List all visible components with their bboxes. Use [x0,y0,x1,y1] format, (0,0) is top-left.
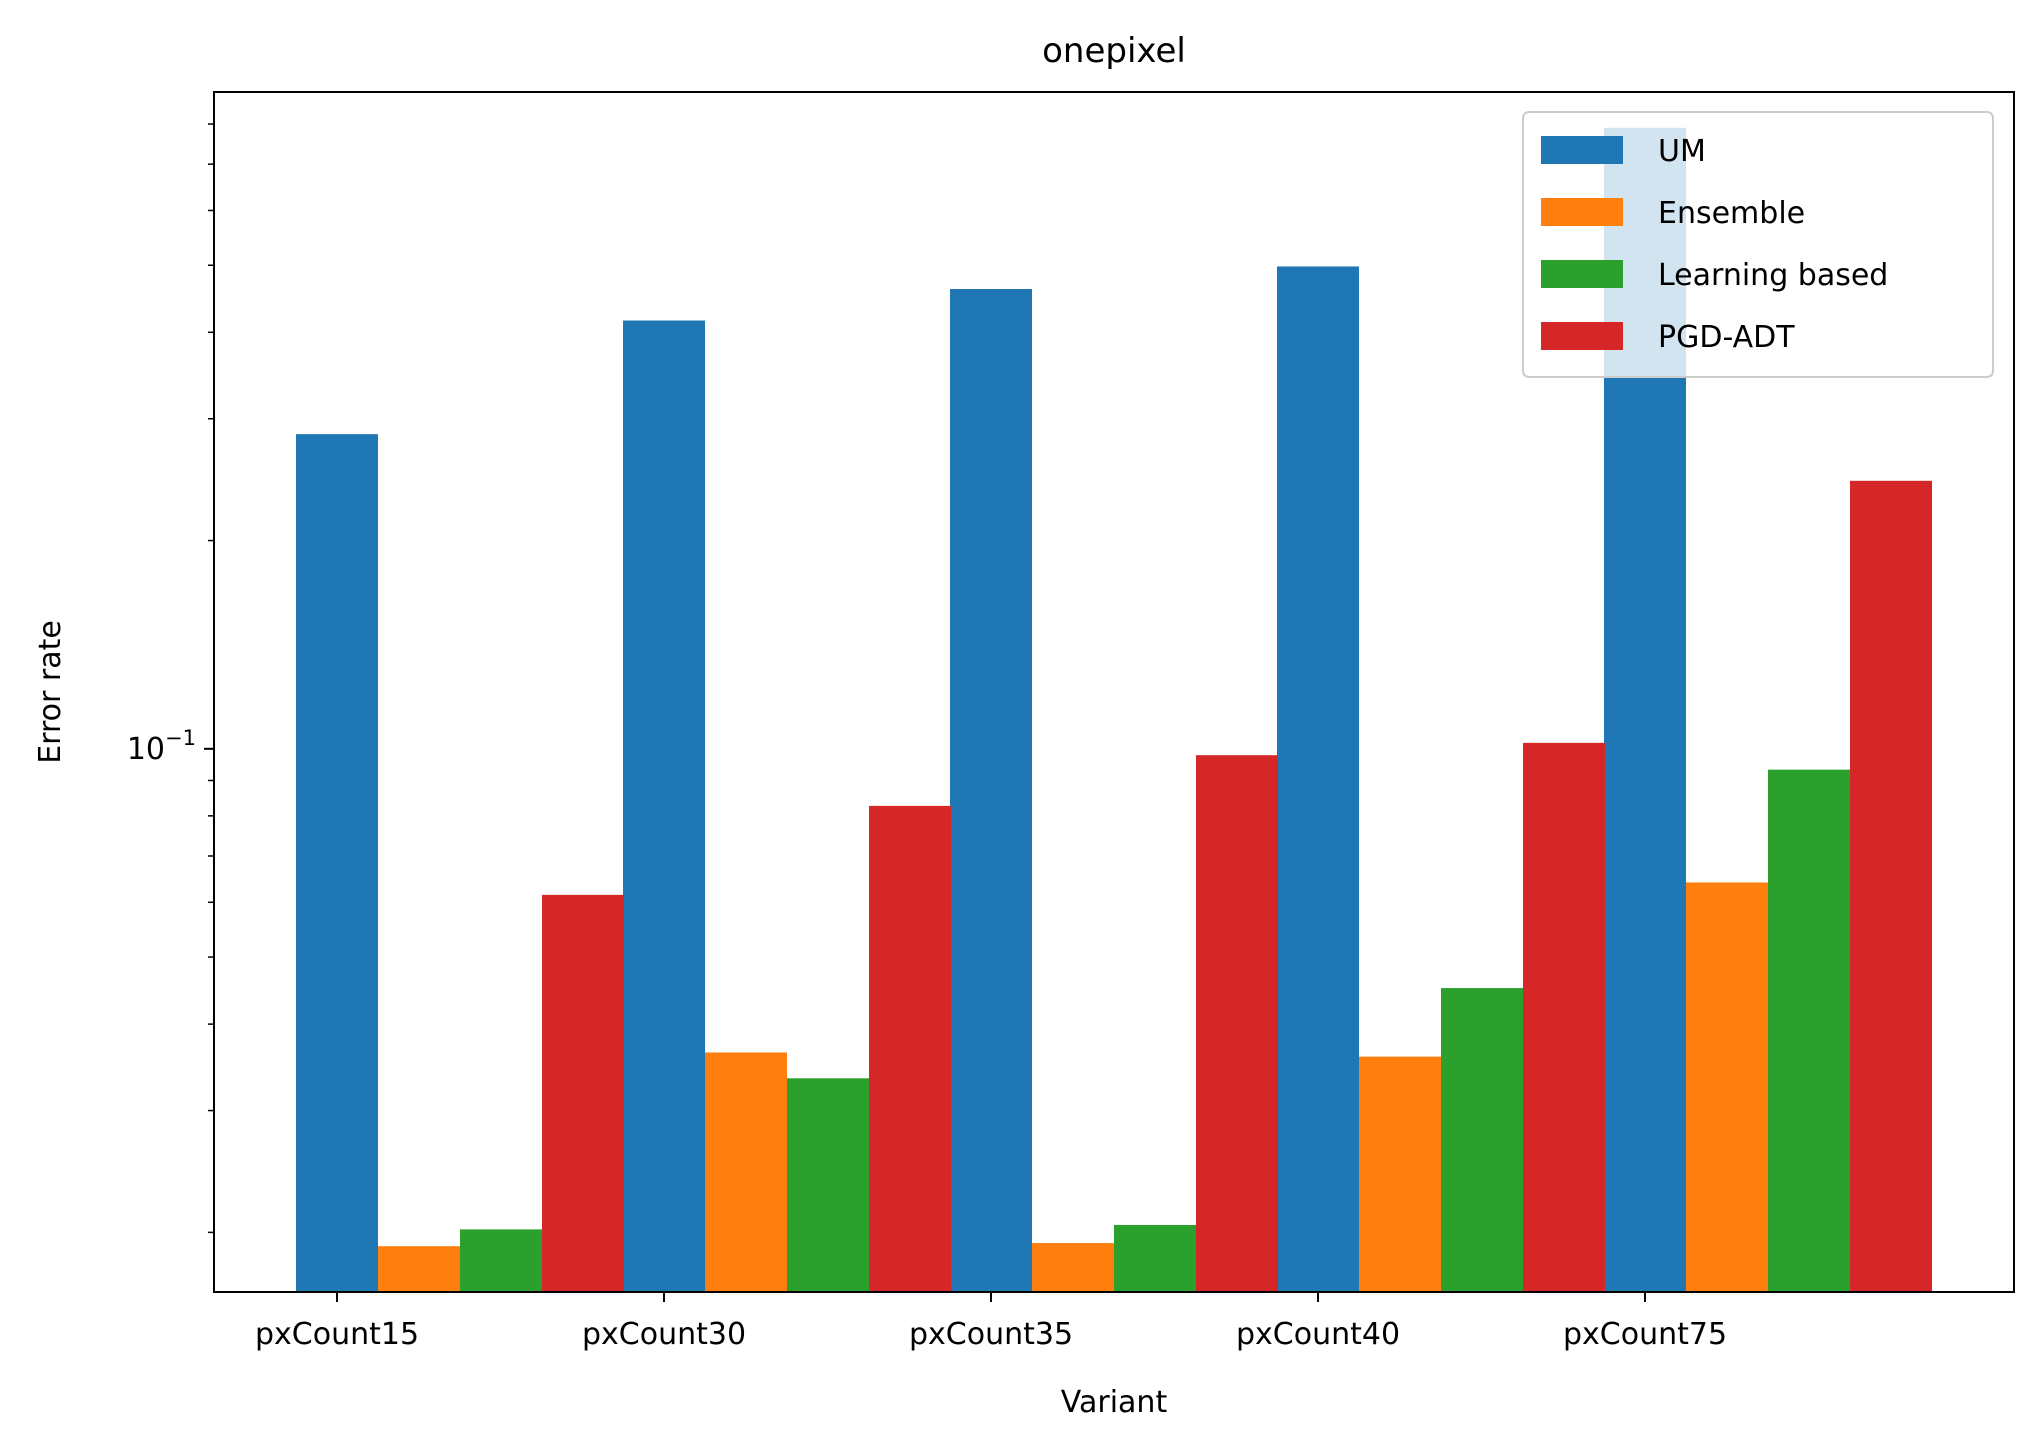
bar-pgd-adt-pxcount30 [869,805,951,1292]
bar-learning-based-pxcount75 [1768,769,1850,1292]
y-tick-label: 10−1 [127,726,196,767]
plot-frame [213,91,2015,1293]
bar-pgd-adt-pxcount40 [1523,742,1605,1292]
bar-ensemble-pxcount35 [1032,1243,1114,1292]
bar-um-pxcount40 [1277,266,1359,1293]
legend-swatch-learning-based [1541,260,1623,288]
x-tick-label-pxcount75: pxCount75 [1563,1317,1727,1352]
bar-learning-based-pxcount30 [787,1078,869,1292]
bar-learning-based-pxcount35 [1114,1224,1196,1292]
legend-swatch-pgd-adt [1541,322,1623,350]
bar-um-pxcount30 [623,320,705,1292]
bar-ensemble-pxcount75 [1686,882,1768,1292]
legend-label-um: UM [1658,134,1706,169]
bar-pgd-adt-pxcount15 [542,894,624,1292]
bar-learning-based-pxcount40 [1441,988,1523,1292]
bars-layer [296,127,1932,1293]
bar-pgd-adt-pxcount75 [1850,480,1932,1292]
x-tick-label-pxcount35: pxCount35 [909,1317,1073,1352]
legend-label-learning-based: Learning based [1658,258,1888,293]
bar-pgd-adt-pxcount35 [1196,755,1278,1292]
y-axis-label: Error rate [33,620,68,764]
legend: UM Ensemble Learning based PGD-ADT [1522,111,1994,378]
bar-um-pxcount35 [950,289,1032,1292]
bar-ensemble-pxcount15 [378,1246,460,1292]
x-tick-label-pxcount40: pxCount40 [1236,1317,1400,1352]
legend-swatch-um [1541,136,1623,164]
bar-ensemble-pxcount30 [705,1052,787,1292]
ticks-layer: pxCount15 pxCount30 pxCount35 pxCount40 pxCo… [127,123,1727,1352]
legend-swatch-ensemble [1541,198,1623,226]
x-axis-label: Variant [1061,1385,1168,1420]
x-tick-label-pxcount15: pxCount15 [255,1317,419,1352]
legend-box [1522,111,1994,378]
legend-label-ensemble: Ensemble [1658,196,1805,231]
bar-ensemble-pxcount40 [1359,1056,1441,1292]
legend-label-pgd-adt: PGD-ADT [1658,320,1795,355]
bar-learning-based-pxcount15 [460,1229,542,1292]
bar-um-pxcount15 [296,434,378,1292]
x-tick-label-pxcount30: pxCount30 [582,1317,746,1352]
chart-title: onepixel [1042,31,1186,71]
